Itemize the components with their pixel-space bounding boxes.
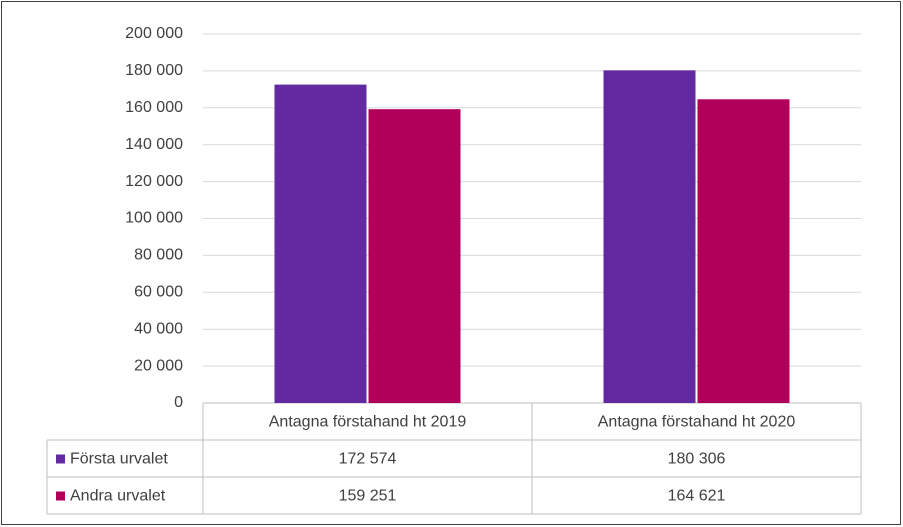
y-tick-label: 200 000 (125, 25, 183, 42)
y-tick-label: 180 000 (125, 62, 183, 79)
y-tick-label: 100 000 (125, 210, 183, 227)
y-tick-label: 140 000 (125, 136, 183, 153)
y-tick-label: 40 000 (134, 320, 183, 337)
legend-key (56, 454, 65, 464)
table-value: 180 306 (668, 451, 726, 468)
bar (697, 99, 790, 403)
legend-key (56, 491, 65, 501)
y-tick-label: 20 000 (134, 357, 183, 374)
y-tick-label: 120 000 (125, 173, 183, 190)
x-tick-label: Antagna förstahand ht 2020 (598, 414, 796, 431)
x-tick-label: Antagna förstahand ht 2019 (269, 414, 467, 431)
y-tick-label: 160 000 (125, 99, 183, 116)
table-value: 159 251 (339, 488, 397, 505)
legend-label: Andra urvalet (70, 488, 166, 505)
table-value: 164 621 (668, 488, 726, 505)
bar (603, 70, 696, 404)
table-value: 172 574 (339, 451, 397, 468)
legend-label: Första urvalet (70, 451, 168, 468)
bar (368, 109, 461, 403)
bar (274, 84, 367, 404)
y-tick-label: 80 000 (134, 247, 183, 264)
y-tick-label: 0 (174, 394, 183, 411)
y-tick-label: 60 000 (134, 284, 183, 301)
